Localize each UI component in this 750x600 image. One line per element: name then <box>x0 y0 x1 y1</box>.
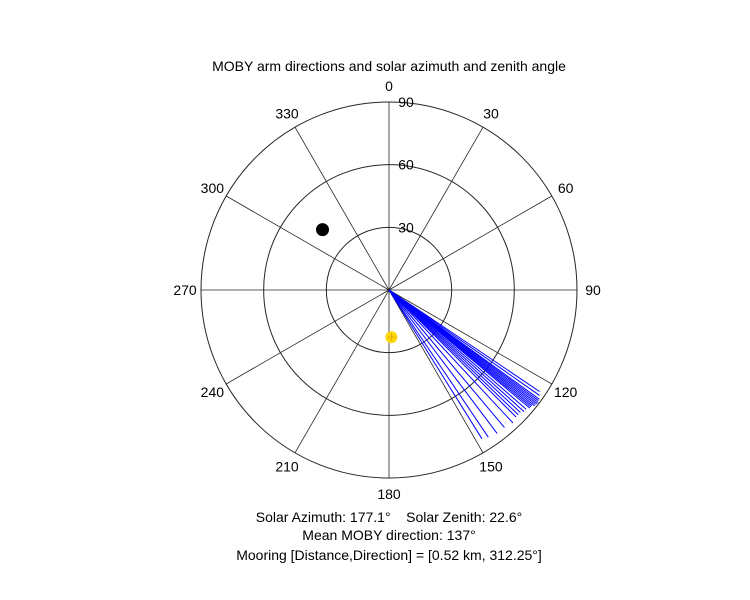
theta-tick-label: 60 <box>558 180 574 196</box>
moby-arm-line <box>388 289 527 410</box>
moby-arm-line <box>388 289 525 412</box>
moby-arm-line <box>388 289 483 440</box>
theta-tick-label: 270 <box>173 282 197 298</box>
theta-tick-label: 240 <box>201 384 225 400</box>
r-tick-label: 30 <box>398 219 414 235</box>
r-tick-labels: 30 60 90 <box>398 94 414 235</box>
moby-arm-line <box>388 289 521 413</box>
theta-tick-label: 180 <box>377 486 401 502</box>
r-tick-label: 60 <box>398 157 414 173</box>
theta-tick-label: 30 <box>483 105 499 121</box>
moby-arm-line <box>388 289 489 438</box>
mooring-annotation: Mooring [Distance,Direction] = [0.52 km,… <box>236 547 542 563</box>
theta-tick-label: 0 <box>385 78 393 94</box>
theta-tick-label: 150 <box>479 459 503 475</box>
theta-tick-label: 300 <box>201 180 225 196</box>
chart-title: MOBY arm directions and solar azimuth an… <box>212 58 566 74</box>
moby-arm-line <box>388 289 531 409</box>
theta-tick-label: 210 <box>275 459 299 475</box>
moby-arm-lines <box>388 289 540 440</box>
moby-arm-line <box>388 289 505 428</box>
moby-direction-annotation: Mean MOBY direction: 137° <box>302 527 475 543</box>
theta-tick-label: 90 <box>585 282 601 298</box>
r-tick-label: 90 <box>398 94 414 110</box>
moby-arm-line <box>388 289 519 416</box>
moby-arm-line <box>388 289 517 418</box>
theta-tick-label: 120 <box>554 384 578 400</box>
theta-tick-labels: 0 30 60 90 120 150 180 210 240 270 300 330 <box>173 78 601 502</box>
moby-arm-line <box>388 289 540 396</box>
markers <box>316 223 398 344</box>
moby-arm-line <box>388 289 498 434</box>
mooring-marker <box>316 223 330 237</box>
moby-arm-line <box>388 289 540 393</box>
theta-tick-label: 330 <box>275 105 299 121</box>
solar-annotation: Solar Azimuth: 177.1° Solar Zenith: 22.6… <box>256 509 522 525</box>
sun-icon <box>387 333 396 342</box>
moby-arm-line <box>388 289 514 424</box>
